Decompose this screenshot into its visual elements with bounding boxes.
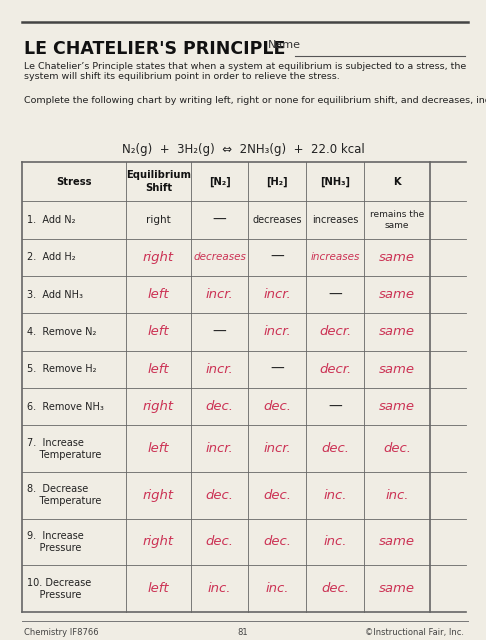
Text: 6.  Remove NH₃: 6. Remove NH₃ — [27, 402, 104, 412]
Text: 5.  Remove H₂: 5. Remove H₂ — [27, 364, 97, 374]
Text: —: — — [270, 250, 284, 264]
Text: [N₂]: [N₂] — [208, 177, 230, 187]
Text: incr.: incr. — [206, 288, 233, 301]
Text: dec.: dec. — [206, 536, 234, 548]
Text: same: same — [379, 288, 415, 301]
Text: dec.: dec. — [263, 489, 291, 502]
Text: dec.: dec. — [321, 442, 349, 455]
Text: right: right — [143, 400, 174, 413]
Text: increases: increases — [311, 252, 360, 262]
Text: left: left — [148, 325, 169, 339]
Text: incr.: incr. — [263, 288, 291, 301]
Text: K: K — [393, 177, 401, 187]
Text: 7.  Increase
    Temperature: 7. Increase Temperature — [27, 438, 102, 460]
Text: left: left — [148, 363, 169, 376]
Text: inc.: inc. — [208, 582, 231, 595]
Text: dec.: dec. — [263, 536, 291, 548]
Text: LE CHATELIER'S PRINCIPLE: LE CHATELIER'S PRINCIPLE — [24, 40, 285, 58]
Text: incr.: incr. — [206, 442, 233, 455]
Text: inc.: inc. — [385, 489, 409, 502]
Text: [H₂]: [H₂] — [266, 177, 288, 187]
Text: —: — — [213, 325, 226, 339]
Text: [NH₃]: [NH₃] — [320, 177, 350, 187]
Text: decreases: decreases — [193, 252, 246, 262]
Text: same: same — [379, 363, 415, 376]
Text: 2.  Add H₂: 2. Add H₂ — [27, 252, 76, 262]
Text: increases: increases — [312, 215, 358, 225]
Text: dec.: dec. — [206, 489, 234, 502]
Text: —: — — [328, 287, 342, 301]
Text: same: same — [379, 536, 415, 548]
Text: —: — — [328, 399, 342, 413]
Text: left: left — [148, 442, 169, 455]
Text: Le Chatelier’s Principle states that when a system at equilibrium is subjected t: Le Chatelier’s Principle states that whe… — [24, 62, 466, 81]
Text: 8.  Decrease
    Temperature: 8. Decrease Temperature — [27, 484, 102, 506]
Text: 1.  Add N₂: 1. Add N₂ — [27, 215, 75, 225]
Text: right: right — [143, 536, 174, 548]
Text: dec.: dec. — [383, 442, 411, 455]
Text: decreases: decreases — [253, 215, 302, 225]
Text: same: same — [379, 400, 415, 413]
Text: right: right — [143, 251, 174, 264]
Text: ©Instructional Fair, Inc.: ©Instructional Fair, Inc. — [365, 628, 464, 637]
Text: inc.: inc. — [265, 582, 289, 595]
Text: Equilibrium
Shift: Equilibrium Shift — [126, 170, 191, 193]
Text: decr.: decr. — [319, 363, 351, 376]
Text: N₂(g)  +  3H₂(g)  ⇔  2NH₃(g)  +  22.0 kcal: N₂(g) + 3H₂(g) ⇔ 2NH₃(g) + 22.0 kcal — [122, 143, 364, 156]
Text: —: — — [270, 362, 284, 376]
Text: 3.  Add NH₃: 3. Add NH₃ — [27, 289, 83, 300]
Text: incr.: incr. — [263, 325, 291, 339]
Text: incr.: incr. — [263, 442, 291, 455]
Text: left: left — [148, 582, 169, 595]
Text: right: right — [146, 215, 171, 225]
Text: dec.: dec. — [206, 400, 234, 413]
Text: incr.: incr. — [206, 363, 233, 376]
Text: Name: Name — [268, 40, 301, 50]
Text: Chemistry IF8766: Chemistry IF8766 — [24, 628, 99, 637]
Text: same: same — [379, 325, 415, 339]
Text: same: same — [379, 251, 415, 264]
Text: inc.: inc. — [323, 489, 347, 502]
Text: Complete the following chart by writing left, right or none for equilibrium shif: Complete the following chart by writing … — [24, 96, 486, 105]
Text: 10. Decrease
    Pressure: 10. Decrease Pressure — [27, 578, 91, 600]
Text: 4.  Remove N₂: 4. Remove N₂ — [27, 327, 96, 337]
Text: decr.: decr. — [319, 325, 351, 339]
Text: right: right — [143, 489, 174, 502]
Text: 9.  Increase
    Pressure: 9. Increase Pressure — [27, 531, 84, 553]
Text: same: same — [379, 582, 415, 595]
Text: inc.: inc. — [323, 536, 347, 548]
Text: left: left — [148, 288, 169, 301]
Text: dec.: dec. — [321, 582, 349, 595]
Text: remains the
same: remains the same — [370, 210, 424, 230]
Text: dec.: dec. — [263, 400, 291, 413]
Text: —: — — [213, 213, 226, 227]
Text: 81: 81 — [238, 628, 248, 637]
Text: Stress: Stress — [56, 177, 92, 187]
